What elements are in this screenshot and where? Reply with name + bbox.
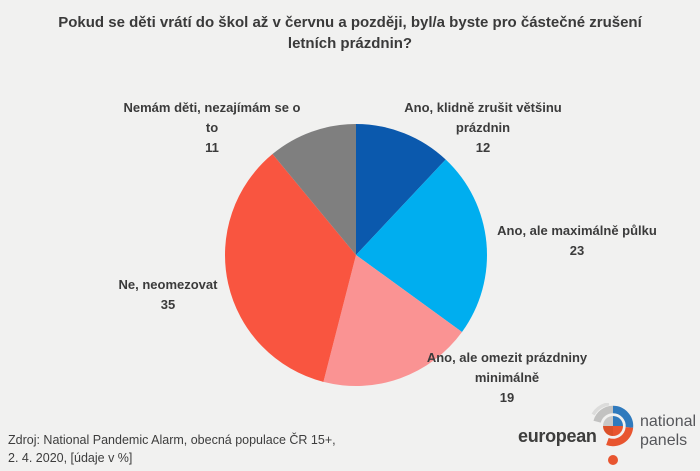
slice-label-value: 12 (475, 140, 491, 155)
pie-slice-3 (225, 154, 356, 382)
slice-label-text: Nemám děti, nezajímám se o to (123, 100, 301, 135)
slice-label-value: 23 (569, 243, 585, 258)
slice-label-no-children: Nemám děti, nezajímám se o to 11 (121, 98, 303, 158)
pie-slice-4 (272, 124, 356, 255)
pie-slice-0 (356, 124, 446, 255)
logo-text-national: national (640, 413, 697, 430)
slice-label-limit-minimal: Ano, ale omezit prázdniny minimálně 19 (414, 348, 600, 408)
source-note: Zdroj: National Pandemic Alarm, obecná p… (8, 431, 336, 467)
slice-label-cancel-most: Ano, klidně zrušit většinu prázdnin 12 (389, 98, 577, 158)
slice-label-text: Ne, neomezovat (118, 277, 218, 292)
slice-label-text: Ano, ale omezit prázdniny minimálně (426, 350, 588, 385)
slice-label-text: Ano, klidně zrušit většinu prázdnin (404, 100, 562, 135)
slice-label-value: 35 (160, 297, 176, 312)
logo-text-national-panels: national panels (640, 412, 696, 450)
slice-label-value: 19 (499, 390, 515, 405)
pie-slice-1 (356, 159, 487, 332)
slice-label-no-limit: Ne, neomezovat 35 (88, 275, 248, 315)
slice-label-text: Ano, ale maximálně půlku (497, 223, 657, 238)
pie-slice-2 (323, 255, 462, 386)
chart-title: Pokud se děti vrátí do škol až v červnu … (58, 14, 642, 52)
european-national-panels-logo: european national panels (518, 403, 698, 469)
question-mark-logo-icon (591, 403, 634, 465)
slice-label-half-max: Ano, ale maximálně půlku 23 (467, 221, 687, 261)
logo-text-european: european (518, 426, 597, 446)
source-line-1: Zdroj: National Pandemic Alarm, obecná p… (8, 433, 336, 447)
logo-text-panels: panels (640, 432, 688, 449)
source-line-2: 2. 4. 2020, [údaje v %] (8, 451, 133, 465)
slice-label-value: 11 (205, 140, 219, 155)
